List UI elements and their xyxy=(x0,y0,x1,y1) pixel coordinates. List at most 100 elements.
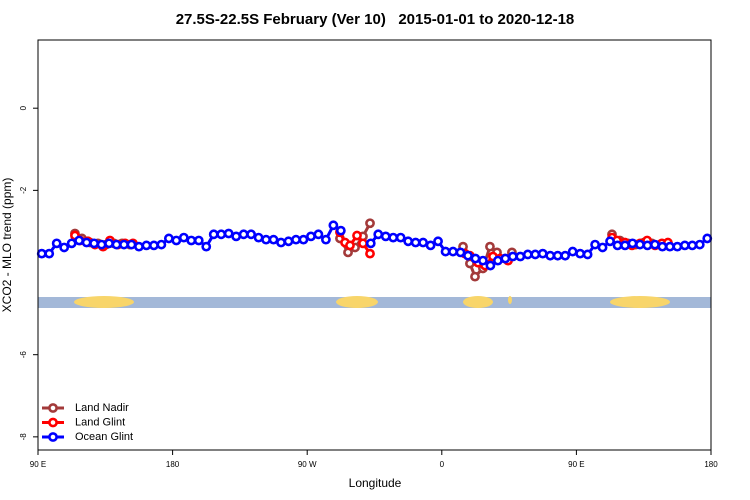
land-patch xyxy=(508,296,512,304)
point xyxy=(352,230,362,241)
point xyxy=(36,248,47,259)
legend-label: Land Glint xyxy=(75,416,125,428)
point xyxy=(345,240,355,251)
point xyxy=(365,248,375,259)
point xyxy=(238,229,249,240)
y-tick-label: -8 xyxy=(19,433,28,441)
point xyxy=(291,234,301,245)
point xyxy=(246,229,257,240)
point xyxy=(664,241,675,252)
point xyxy=(597,242,608,253)
point xyxy=(650,239,660,250)
point xyxy=(358,238,368,249)
point xyxy=(657,241,668,252)
point xyxy=(335,225,346,236)
point xyxy=(186,235,197,246)
point xyxy=(268,234,279,245)
point xyxy=(470,271,480,282)
legend-label: Ocean Glint xyxy=(75,431,133,443)
plot-marks xyxy=(36,218,713,282)
point xyxy=(231,231,242,242)
point xyxy=(89,238,99,249)
point xyxy=(193,235,204,246)
point xyxy=(642,240,653,251)
point xyxy=(51,238,62,249)
point xyxy=(104,238,114,249)
y-axis-label: XCO2 - MLO trend (ppm) xyxy=(0,178,14,313)
y-tick-label: -6 xyxy=(19,351,28,359)
point xyxy=(403,236,414,247)
point xyxy=(418,237,429,248)
point xyxy=(283,236,294,247)
point xyxy=(253,232,264,243)
point xyxy=(410,237,421,248)
point xyxy=(560,250,571,261)
point xyxy=(134,241,144,252)
chart-title: 27.5S-22.5S February (Ver 10) 2015-01-01… xyxy=(176,11,575,28)
point xyxy=(96,239,107,250)
point xyxy=(694,239,705,250)
point xyxy=(425,240,436,251)
point xyxy=(276,237,286,248)
point xyxy=(627,238,638,249)
point xyxy=(365,218,375,229)
land-patch xyxy=(463,296,493,308)
point xyxy=(59,242,70,253)
x-tick-label: 90 E xyxy=(568,460,584,469)
point xyxy=(201,241,212,252)
point xyxy=(261,234,271,245)
point xyxy=(119,239,129,250)
point xyxy=(208,229,219,240)
point xyxy=(537,248,548,259)
point xyxy=(455,247,466,258)
legend-marker xyxy=(48,432,58,442)
point xyxy=(470,253,481,264)
plot-frame xyxy=(37,39,712,451)
legend-marker xyxy=(48,403,58,413)
y-tick-label: 0 xyxy=(19,105,28,110)
land-patch xyxy=(610,296,670,308)
point xyxy=(388,232,399,243)
point xyxy=(448,246,458,257)
point xyxy=(171,235,182,246)
point xyxy=(635,239,645,250)
point xyxy=(485,241,495,252)
point xyxy=(492,255,503,266)
point xyxy=(440,246,451,257)
point xyxy=(515,251,526,262)
land-mask xyxy=(38,296,711,308)
point xyxy=(687,240,698,251)
point xyxy=(81,237,92,248)
legend-label: Land Nadir xyxy=(75,402,129,414)
point xyxy=(672,241,683,252)
x-tick-label: 0 xyxy=(440,460,445,469)
point xyxy=(552,250,563,261)
land-patch xyxy=(74,296,134,308)
point xyxy=(530,249,541,260)
land-patch xyxy=(336,296,378,308)
x-tick-label: 90 W xyxy=(298,460,317,469)
y-tick-label: -2 xyxy=(19,186,28,194)
point xyxy=(298,234,309,245)
x-tick-label: 180 xyxy=(166,460,180,469)
point xyxy=(320,234,331,245)
point xyxy=(66,238,77,249)
point xyxy=(163,233,174,244)
point xyxy=(223,228,234,239)
point xyxy=(126,239,137,250)
point xyxy=(620,240,630,251)
point xyxy=(178,232,189,243)
point xyxy=(111,239,122,250)
point xyxy=(380,231,391,242)
point xyxy=(141,240,152,251)
point xyxy=(545,250,556,261)
point xyxy=(306,231,316,242)
point xyxy=(156,239,167,250)
point xyxy=(605,236,615,247)
point xyxy=(373,229,384,240)
point xyxy=(74,235,85,246)
point xyxy=(507,251,518,262)
point xyxy=(567,246,578,257)
